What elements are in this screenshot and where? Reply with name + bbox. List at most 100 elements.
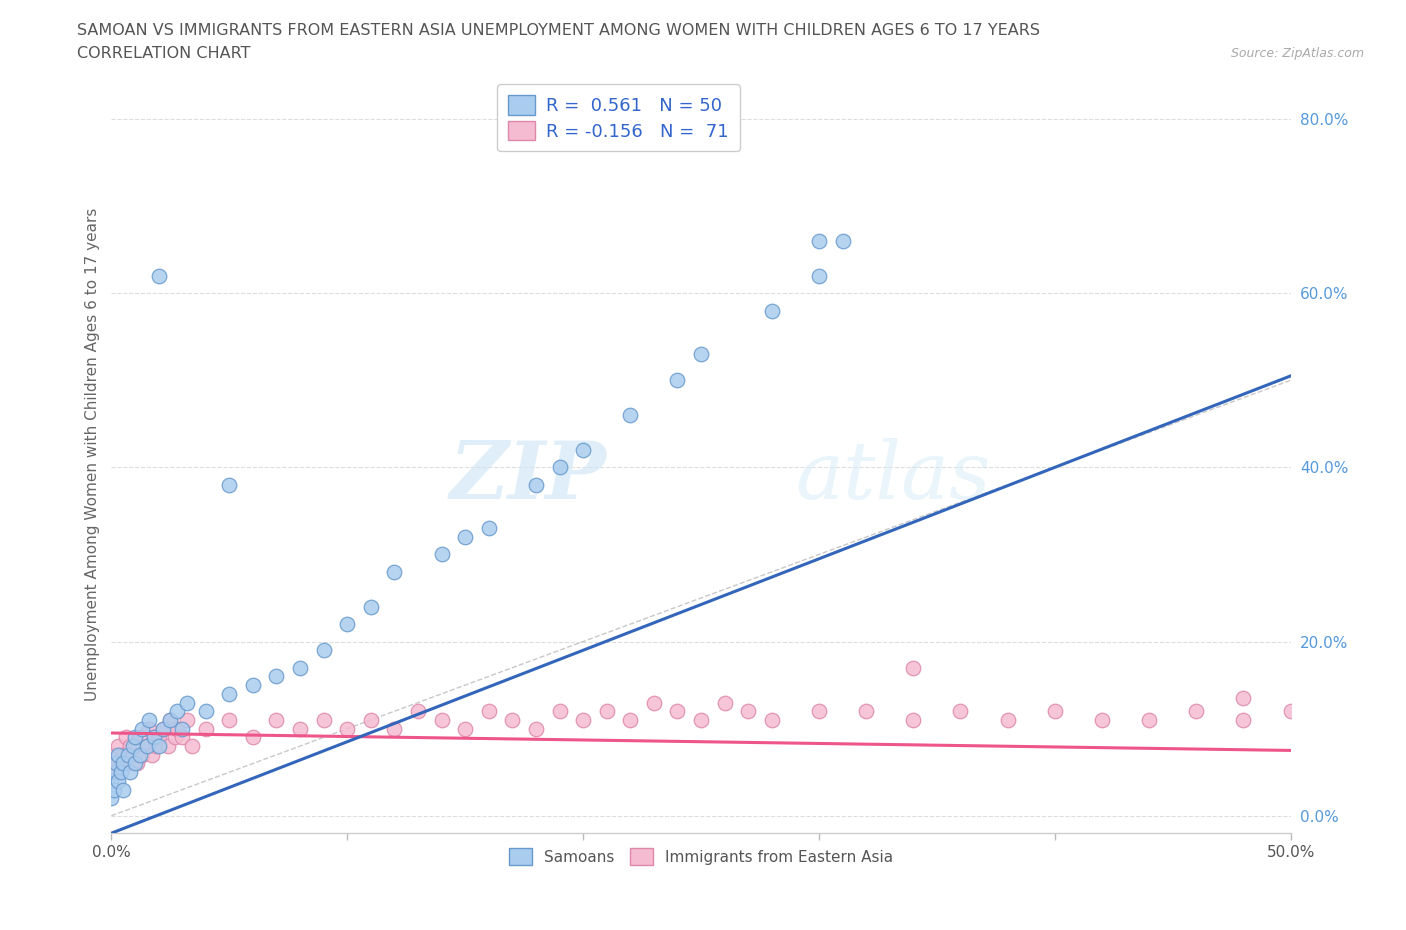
Point — [138, 712, 160, 727]
Point — [807, 233, 830, 248]
Point — [690, 712, 713, 727]
Point — [384, 565, 406, 579]
Point — [100, 790, 122, 805]
Text: SAMOAN VS IMMIGRANTS FROM EASTERN ASIA UNEMPLOYMENT AMONG WOMEN WITH CHILDREN AG: SAMOAN VS IMMIGRANTS FROM EASTERN ASIA U… — [77, 23, 1040, 38]
Point — [166, 704, 188, 719]
Point — [997, 712, 1019, 727]
Point — [166, 722, 188, 737]
Point — [100, 774, 122, 789]
Point — [336, 617, 359, 631]
Point — [124, 756, 146, 771]
Point — [454, 722, 477, 737]
Point — [105, 756, 128, 771]
Point — [430, 712, 453, 727]
Point — [218, 686, 240, 701]
Point — [619, 712, 641, 727]
Point — [103, 782, 125, 797]
Point — [176, 712, 198, 727]
Point — [1091, 712, 1114, 727]
Point — [117, 756, 139, 771]
Point — [218, 712, 240, 727]
Point — [949, 704, 972, 719]
Text: ZIP: ZIP — [450, 438, 606, 516]
Point — [312, 712, 335, 727]
Point — [131, 748, 153, 763]
Point — [172, 722, 194, 737]
Point — [112, 782, 135, 797]
Point — [194, 722, 217, 737]
Point — [312, 643, 335, 658]
Point — [807, 269, 830, 284]
Point — [105, 764, 128, 779]
Point — [666, 704, 689, 719]
Point — [572, 443, 595, 458]
Point — [690, 347, 713, 362]
Point — [180, 738, 202, 753]
Point — [142, 730, 165, 745]
Point — [110, 764, 132, 779]
Point — [138, 722, 160, 737]
Point — [855, 704, 877, 719]
Point — [266, 669, 288, 684]
Point — [1185, 704, 1208, 719]
Point — [501, 712, 523, 727]
Point — [110, 756, 132, 771]
Text: CORRELATION CHART: CORRELATION CHART — [77, 46, 250, 61]
Point — [266, 712, 288, 727]
Point — [761, 303, 783, 318]
Point — [107, 748, 129, 763]
Point — [135, 738, 157, 753]
Point — [124, 730, 146, 745]
Point — [595, 704, 617, 719]
Point — [135, 738, 157, 753]
Point — [478, 521, 501, 536]
Point — [360, 599, 382, 614]
Point — [903, 660, 925, 675]
Point — [218, 477, 240, 492]
Point — [128, 730, 150, 745]
Point — [159, 712, 181, 727]
Point — [572, 712, 595, 727]
Point — [112, 756, 135, 771]
Text: atlas: atlas — [796, 438, 991, 516]
Point — [548, 704, 571, 719]
Point — [384, 722, 406, 737]
Point — [524, 722, 547, 737]
Point — [120, 738, 142, 753]
Point — [142, 730, 165, 745]
Point — [454, 529, 477, 544]
Point — [152, 722, 174, 737]
Point — [1279, 704, 1302, 719]
Point — [105, 764, 128, 779]
Point — [478, 704, 501, 719]
Point — [120, 764, 142, 779]
Point — [1137, 712, 1160, 727]
Point — [242, 730, 264, 745]
Point — [156, 738, 179, 753]
Point — [148, 730, 170, 745]
Point — [121, 748, 143, 763]
Y-axis label: Unemployment Among Women with Children Ages 6 to 17 years: Unemployment Among Women with Children A… — [86, 207, 100, 701]
Point — [666, 373, 689, 388]
Point — [548, 460, 571, 475]
Point — [737, 704, 759, 719]
Point — [619, 407, 641, 422]
Point — [360, 712, 382, 727]
Point — [128, 748, 150, 763]
Point — [242, 678, 264, 693]
Point — [159, 712, 181, 727]
Point — [117, 748, 139, 763]
Point — [1232, 712, 1254, 727]
Point — [107, 774, 129, 789]
Point — [176, 695, 198, 710]
Point — [713, 695, 735, 710]
Point — [430, 547, 453, 562]
Point — [145, 738, 167, 753]
Text: Source: ZipAtlas.com: Source: ZipAtlas.com — [1230, 46, 1364, 60]
Point — [903, 712, 925, 727]
Point — [288, 660, 311, 675]
Point — [194, 704, 217, 719]
Point — [127, 756, 149, 771]
Point — [165, 730, 187, 745]
Point — [831, 233, 853, 248]
